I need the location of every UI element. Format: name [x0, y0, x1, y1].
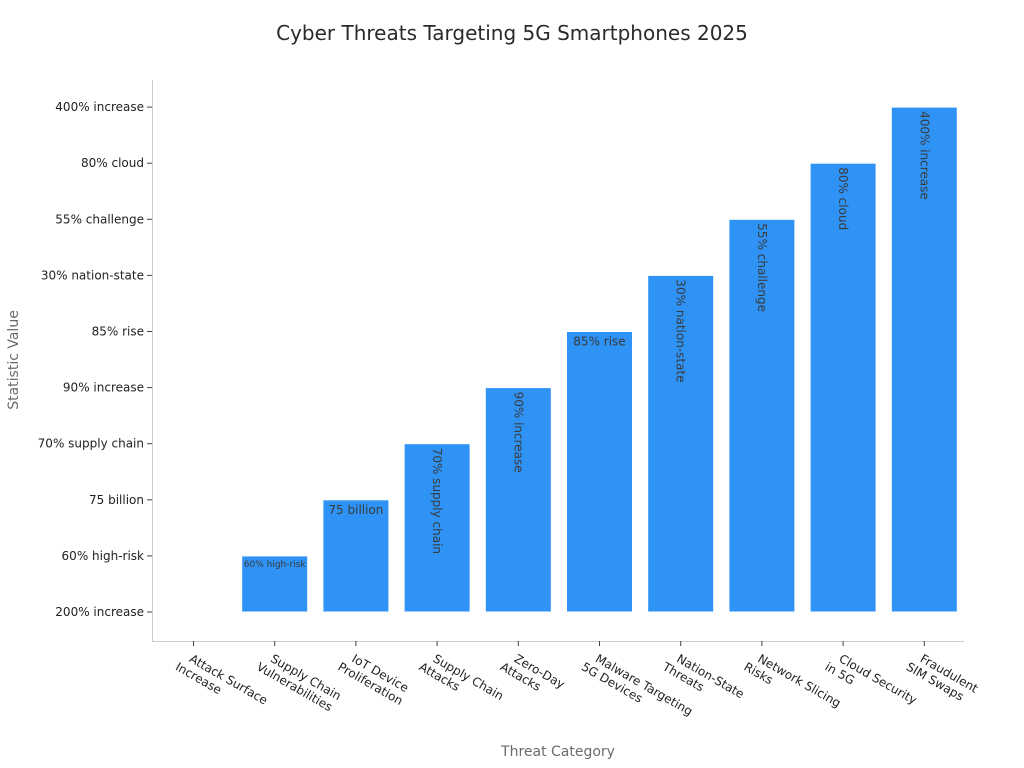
y-tick-label: 70% supply chain — [38, 437, 144, 451]
y-axis-title: Statistic Value — [6, 310, 22, 410]
x-axis-title: Threat Category — [500, 744, 615, 760]
bar-data-label: 85% rise — [573, 335, 625, 349]
y-tick-label: 80% cloud — [81, 156, 144, 170]
bar — [241, 555, 309, 613]
y-tick-label: 55% challenge — [55, 212, 144, 226]
y-tick-label: 85% rise — [92, 325, 144, 339]
bar — [809, 162, 877, 613]
bar-data-label: 80% cloud — [836, 167, 850, 230]
bar-data-label: 400% increase — [917, 111, 931, 200]
y-tick-label: 90% increase — [63, 381, 144, 395]
bar-data-label: 30% nation-state — [674, 279, 688, 382]
bar-data-label: 60% high-risk — [244, 560, 307, 570]
bar-data-label: 90% increase — [511, 392, 525, 473]
bars-group — [241, 106, 958, 613]
y-tick-label: 30% nation-state — [41, 268, 144, 282]
y-tick-label: 400% increase — [55, 100, 144, 114]
data-labels-group: 60% high-risk 75 billion 70% supply chain 9… — [244, 111, 932, 570]
bar-data-label: 70% supply chain — [430, 448, 444, 554]
bar — [647, 274, 715, 613]
chart-title: Cyber Threats Targeting 5G Smartphones 2… — [276, 21, 748, 45]
bar — [728, 218, 796, 613]
bar — [566, 331, 633, 613]
bar — [403, 443, 471, 613]
y-tick-label: 200% increase — [55, 605, 144, 619]
y-tick-label: 60% high-risk — [62, 549, 144, 563]
y-tick-label: 75 billion — [89, 493, 144, 507]
bar — [484, 387, 552, 613]
bar-data-label: 75 billion — [328, 503, 383, 517]
y-ticks-group: 200% increase 60% high-risk 75 billion 70% … — [38, 100, 152, 619]
bar-data-label: 55% challenge — [755, 223, 769, 312]
bar — [890, 106, 958, 613]
bar — [322, 499, 390, 613]
